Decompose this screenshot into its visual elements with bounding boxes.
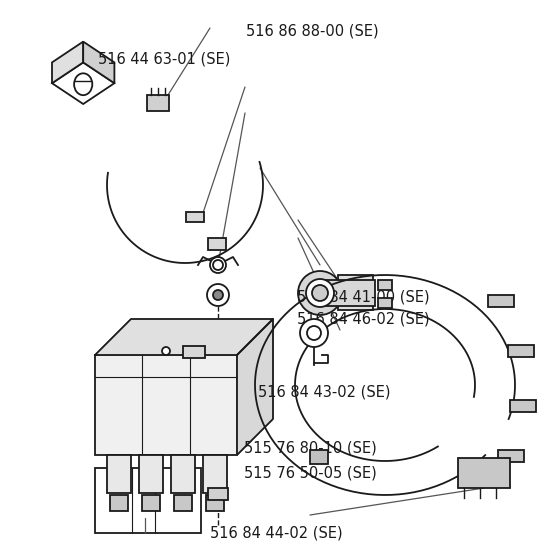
Circle shape <box>312 285 328 301</box>
Bar <box>174 495 192 511</box>
Bar <box>203 455 227 493</box>
Bar <box>458 458 510 488</box>
Bar <box>142 495 160 511</box>
Bar <box>139 455 163 493</box>
Bar <box>320 280 375 306</box>
Ellipse shape <box>74 73 92 95</box>
Circle shape <box>207 284 229 306</box>
Bar <box>95 468 201 533</box>
Bar <box>338 275 373 310</box>
Bar <box>310 450 328 464</box>
Bar <box>95 355 237 455</box>
Polygon shape <box>83 41 114 83</box>
Text: 515 76 50-05 (SE): 515 76 50-05 (SE) <box>244 466 376 480</box>
Bar <box>208 488 228 500</box>
Bar <box>107 455 131 493</box>
Bar <box>171 455 195 493</box>
Bar <box>147 95 169 111</box>
Circle shape <box>213 260 223 270</box>
Polygon shape <box>52 62 114 104</box>
Text: 516 84 43-02 (SE): 516 84 43-02 (SE) <box>258 385 390 399</box>
Bar <box>378 280 392 290</box>
Bar <box>208 238 226 250</box>
Polygon shape <box>52 41 83 83</box>
Polygon shape <box>95 319 273 355</box>
Bar <box>183 346 205 358</box>
Bar <box>488 295 514 307</box>
Circle shape <box>213 290 223 300</box>
Circle shape <box>300 319 328 347</box>
Bar <box>498 450 524 462</box>
Text: 515 76 80-10 (SE): 515 76 80-10 (SE) <box>244 441 376 455</box>
Circle shape <box>307 326 321 340</box>
Bar <box>206 495 224 511</box>
Text: 516 44 63-01 (SE): 516 44 63-01 (SE) <box>98 52 230 66</box>
Bar <box>186 212 204 222</box>
Circle shape <box>298 271 342 315</box>
Text: 516 84 44-02 (SE): 516 84 44-02 (SE) <box>210 526 343 540</box>
Text: 516 84 46-02 (SE): 516 84 46-02 (SE) <box>297 312 430 326</box>
Bar <box>110 495 128 511</box>
Polygon shape <box>237 319 273 455</box>
Text: 516 86 88-00 (SE): 516 86 88-00 (SE) <box>246 24 379 38</box>
Bar <box>508 345 534 357</box>
Circle shape <box>210 257 226 273</box>
Circle shape <box>306 279 334 307</box>
Bar <box>378 298 392 308</box>
Text: 516 84 41-00 (SE): 516 84 41-00 (SE) <box>297 290 430 304</box>
Bar <box>510 400 536 412</box>
Circle shape <box>162 347 170 355</box>
